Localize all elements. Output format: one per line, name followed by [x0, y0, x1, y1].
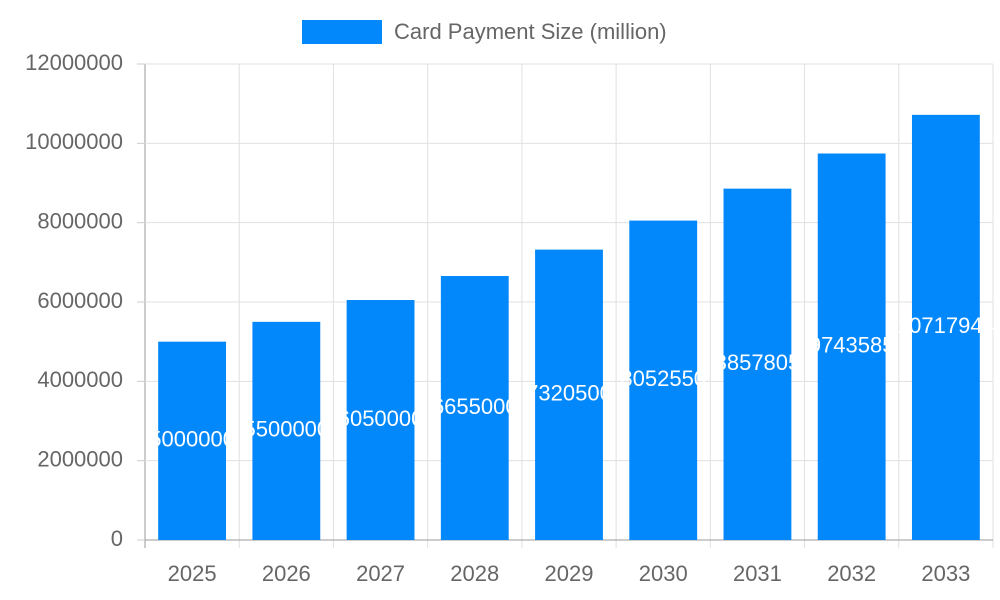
data-label: 6655000 [432, 394, 518, 419]
data-label: 8857805 [715, 350, 801, 375]
bar [723, 188, 792, 541]
bar [817, 153, 886, 540]
x-tick-label: 2031 [733, 561, 782, 586]
bar [629, 220, 698, 540]
x-tick-label: 2032 [827, 561, 876, 586]
bar [911, 114, 980, 540]
x-tick-label: 2029 [545, 561, 594, 586]
bar [440, 276, 509, 540]
bar [535, 249, 603, 540]
x-tick-label: 2027 [356, 561, 405, 586]
legend-label: Card Payment Size (million) [394, 19, 667, 44]
data-label: 6050000 [338, 406, 424, 431]
bar [346, 300, 415, 540]
y-tick-label: 2000000 [37, 446, 123, 471]
y-tick-label: 10000000 [25, 129, 123, 154]
x-tick-label: 2030 [639, 561, 688, 586]
data-label: 5000000 [149, 427, 235, 452]
x-tick-label: 2028 [450, 561, 499, 586]
y-tick-label: 12000000 [25, 50, 123, 75]
data-label: 8052550 [620, 366, 706, 391]
bar [158, 341, 227, 540]
y-tick-label: 4000000 [37, 367, 123, 392]
data-label: 9743585 [809, 333, 895, 358]
y-tick-label: 6000000 [37, 288, 123, 313]
data-label: 7320500 [526, 381, 612, 406]
x-tick-label: 2033 [921, 561, 970, 586]
x-tick-label: 2025 [168, 561, 217, 586]
y-tick-label: 8000000 [37, 208, 123, 233]
data-label: 10717944 [897, 313, 995, 338]
bar [252, 321, 321, 540]
legend-swatch [302, 20, 382, 44]
y-tick-label: 0 [111, 526, 123, 551]
data-label: 5500000 [244, 417, 330, 442]
x-tick-label: 2026 [262, 561, 311, 586]
